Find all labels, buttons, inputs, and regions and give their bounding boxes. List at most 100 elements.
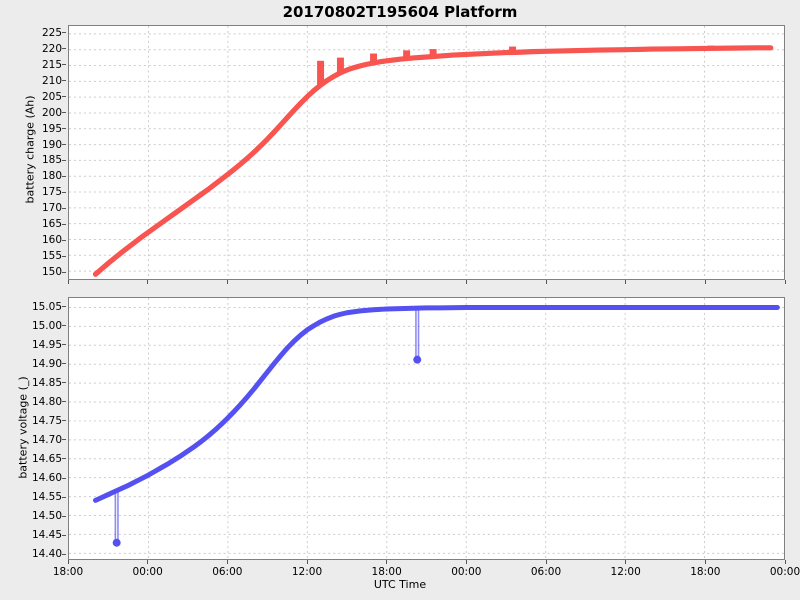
ytick-label: 15.00: [31, 319, 62, 332]
ytick-label: 160: [41, 234, 62, 247]
ytick-label: 14.95: [31, 338, 62, 351]
ytick-mark: [62, 439, 66, 441]
xtick-label: 18:00: [371, 566, 402, 578]
ytick-label: 14.65: [31, 452, 62, 465]
ytick-label: 14.85: [31, 376, 62, 389]
ytick-mark: [62, 128, 66, 130]
xtick-label: 06:00: [212, 566, 243, 578]
ytick-mark: [62, 515, 66, 517]
ytick-mark: [62, 306, 66, 308]
ytick-mark: [62, 458, 66, 460]
x-axis-tick-labels: 18:00 00:00 06:00 12:00 18:00 00:00 06:00 12:00…: [0, 564, 800, 580]
ytick-mark: [62, 48, 66, 50]
ytick-label: 175: [41, 186, 62, 199]
xtick-label: 00:00: [132, 566, 163, 578]
ytick-mark: [62, 191, 66, 193]
xtick-label: 18:00: [52, 566, 84, 578]
xtick-mark: [226, 280, 228, 284]
xtick-mark: [147, 280, 149, 284]
ytick-mark: [62, 223, 66, 225]
battery-voltage-plot-area: [68, 297, 785, 560]
ytick-label: 15.05: [31, 300, 62, 313]
xtick-mark: [465, 560, 467, 564]
ytick-label: 215: [41, 58, 62, 71]
ytick-label: 170: [41, 202, 62, 215]
xtick-mark: [545, 560, 547, 564]
ytick-label: 220: [41, 42, 62, 55]
ytick-mark: [62, 175, 66, 177]
ytick-label: 165: [41, 218, 62, 231]
ytick-mark: [62, 80, 66, 82]
page-title: 20170802T195604 Platform: [282, 3, 518, 21]
ytick-mark: [62, 96, 66, 98]
ytick-mark: [62, 144, 66, 146]
ytick-mark: [62, 207, 66, 209]
ytick-mark: [62, 325, 66, 327]
xtick-mark: [625, 280, 627, 284]
ytick-label: 14.60: [31, 472, 62, 485]
ytick-label: 190: [41, 138, 62, 151]
ytick-mark: [62, 112, 66, 114]
xtick-mark: [386, 560, 388, 564]
xtick-mark: [306, 280, 308, 284]
ytick-mark: [62, 32, 66, 34]
ytick-label: 14.45: [31, 529, 62, 542]
battery-charge-axis-label: battery charge (Ah): [23, 95, 37, 204]
ytick-mark: [62, 239, 66, 241]
xtick-mark: [704, 280, 706, 284]
xtick-mark: [784, 280, 786, 284]
ytick-label: 210: [41, 74, 62, 87]
ytick-mark: [62, 401, 66, 403]
ytick-label: 180: [41, 170, 62, 183]
ytick-label: 14.40: [31, 548, 62, 561]
ytick-mark: [62, 420, 66, 422]
ytick-label: 14.80: [31, 395, 62, 408]
ytick-mark: [62, 496, 66, 498]
battery-voltage-plot-svg: [69, 298, 784, 559]
ytick-label: 150: [41, 266, 62, 279]
xtick-label: 00:00: [451, 566, 482, 578]
xtick-mark: [784, 560, 786, 564]
ytick-mark: [62, 344, 66, 346]
ytick-mark: [62, 534, 66, 536]
ytick-mark: [62, 271, 66, 273]
ytick-label: 14.50: [31, 510, 62, 523]
xtick-mark: [465, 280, 467, 284]
ytick-mark: [62, 255, 66, 257]
x-axis-label: UTC Time: [373, 578, 427, 591]
battery-charge-plot-svg: [69, 26, 784, 279]
battery-charge-plot-area: [68, 25, 785, 280]
xtick-mark: [704, 560, 706, 564]
xtick-mark: [625, 560, 627, 564]
xtick-label: 18:00: [690, 566, 721, 578]
ytick-label: 14.55: [31, 491, 62, 504]
xtick-label: 00:00: [769, 566, 800, 578]
xtick-label: 12:00: [291, 566, 323, 578]
ytick-mark: [62, 159, 66, 161]
ytick-label: 200: [41, 106, 62, 119]
xtick-mark: [67, 560, 69, 564]
ytick-label: 185: [41, 154, 62, 167]
ytick-label: 225: [41, 26, 62, 39]
xtick-label: 12:00: [610, 566, 641, 578]
xtick-mark: [545, 280, 547, 284]
battery-voltage-ytick-labels: 14.40 14.45 14.50 14.55 14.60 14.65 14.70 14.75…: [0, 297, 66, 561]
ytick-label: 155: [41, 250, 62, 263]
xtick-mark: [386, 280, 388, 284]
xtick-label: 06:00: [530, 566, 562, 578]
battery-charge-ytick-labels: 150 155 160 165 170 175 180 185 190 195 200 205 210 2…: [0, 25, 66, 280]
ytick-mark: [62, 363, 66, 365]
ytick-label: 14.90: [31, 357, 62, 370]
ytick-label: 14.75: [31, 414, 62, 427]
xtick-mark: [226, 560, 228, 564]
battery-voltage-axis-label: battery voltage (_): [16, 376, 30, 479]
xtick-mark: [67, 280, 69, 284]
ytick-mark: [62, 382, 66, 384]
ytick-mark: [62, 64, 66, 66]
ytick-label: 14.70: [31, 433, 62, 446]
ytick-mark: [62, 477, 66, 479]
ytick-label: 195: [41, 122, 62, 135]
xtick-mark: [306, 560, 308, 564]
ytick-mark: [62, 553, 66, 555]
